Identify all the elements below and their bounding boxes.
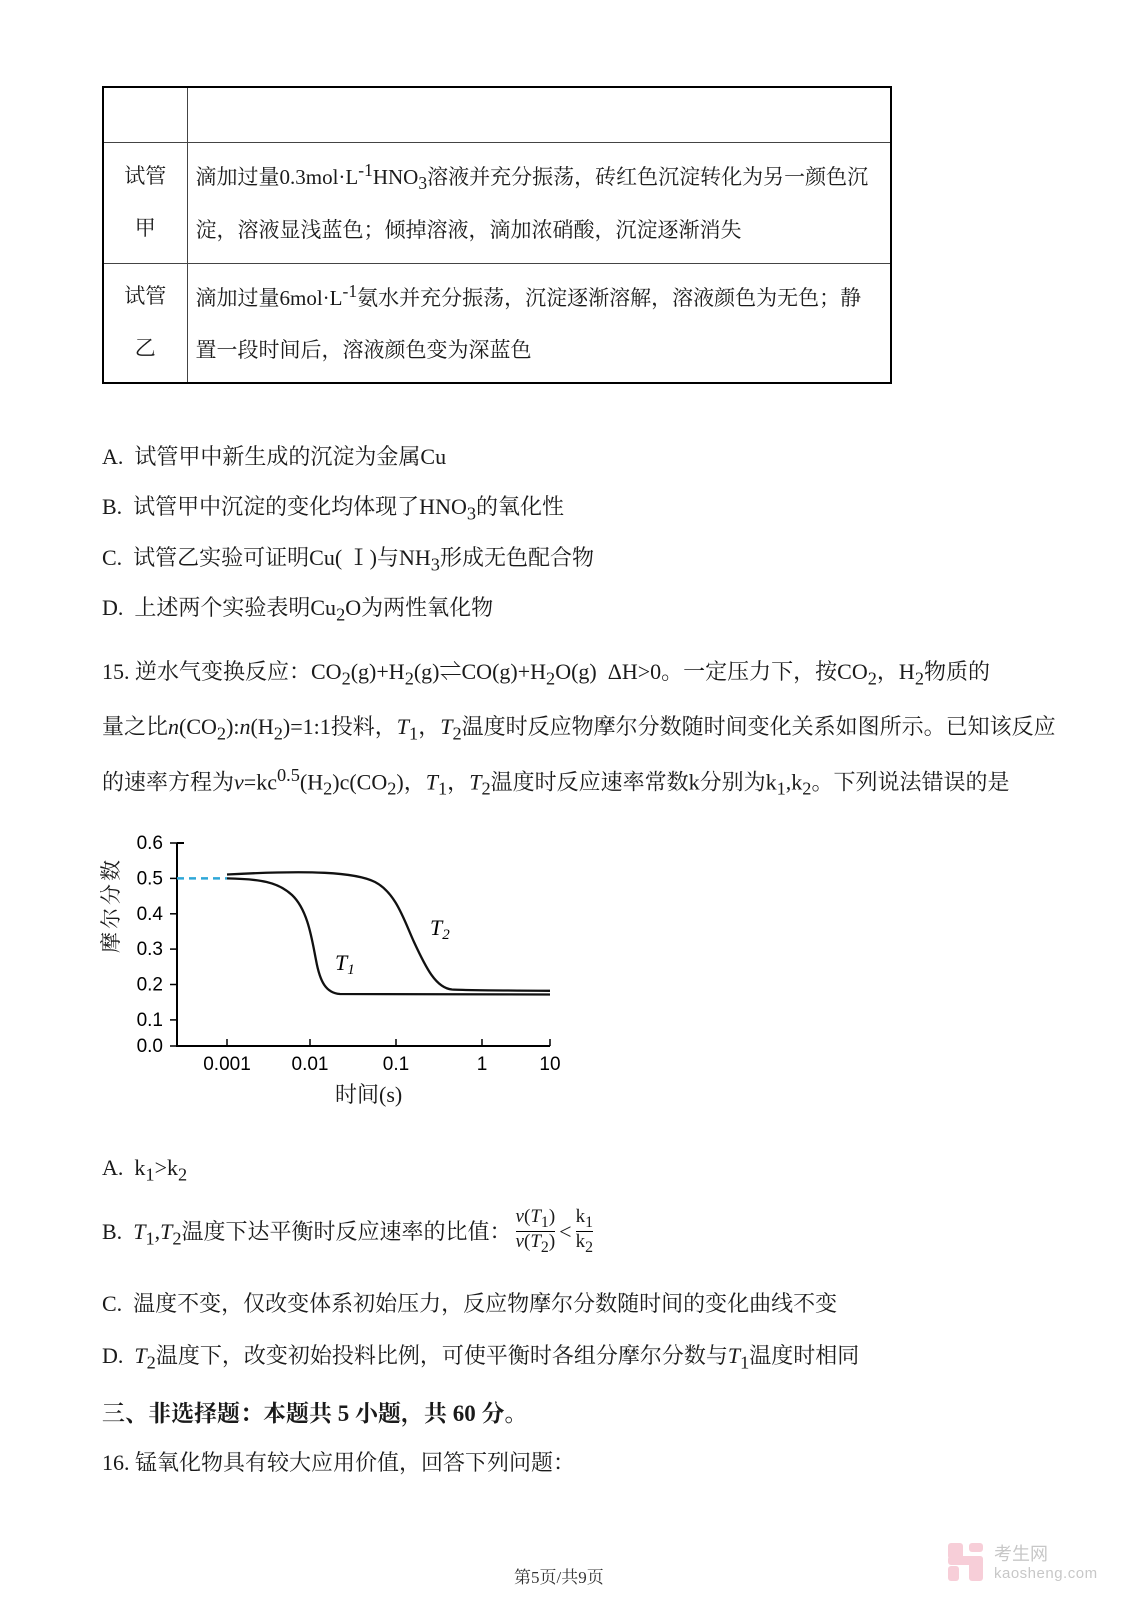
svg-text:0.001: 0.001 bbox=[203, 1054, 251, 1075]
svg-text:1: 1 bbox=[477, 1054, 488, 1075]
svg-text:0.0: 0.0 bbox=[137, 1036, 163, 1057]
svg-text:kaosheng.com: kaosheng.com bbox=[994, 1565, 1098, 1582]
svg-text:0.6: 0.6 bbox=[137, 833, 163, 854]
svg-text:0.01: 0.01 bbox=[292, 1054, 329, 1075]
svg-text:T1: T1 bbox=[335, 950, 355, 978]
svg-text:0.5: 0.5 bbox=[137, 868, 163, 889]
svg-text:T2: T2 bbox=[430, 915, 450, 943]
svg-text:0.4: 0.4 bbox=[137, 904, 164, 925]
svg-text:0.3: 0.3 bbox=[137, 939, 163, 960]
svg-text:0.1: 0.1 bbox=[137, 1010, 163, 1031]
svg-text:10: 10 bbox=[539, 1054, 560, 1075]
svg-text:0.2: 0.2 bbox=[137, 975, 163, 996]
svg-text:0.1: 0.1 bbox=[383, 1054, 409, 1075]
svg-text:考生网: 考生网 bbox=[994, 1544, 1048, 1564]
